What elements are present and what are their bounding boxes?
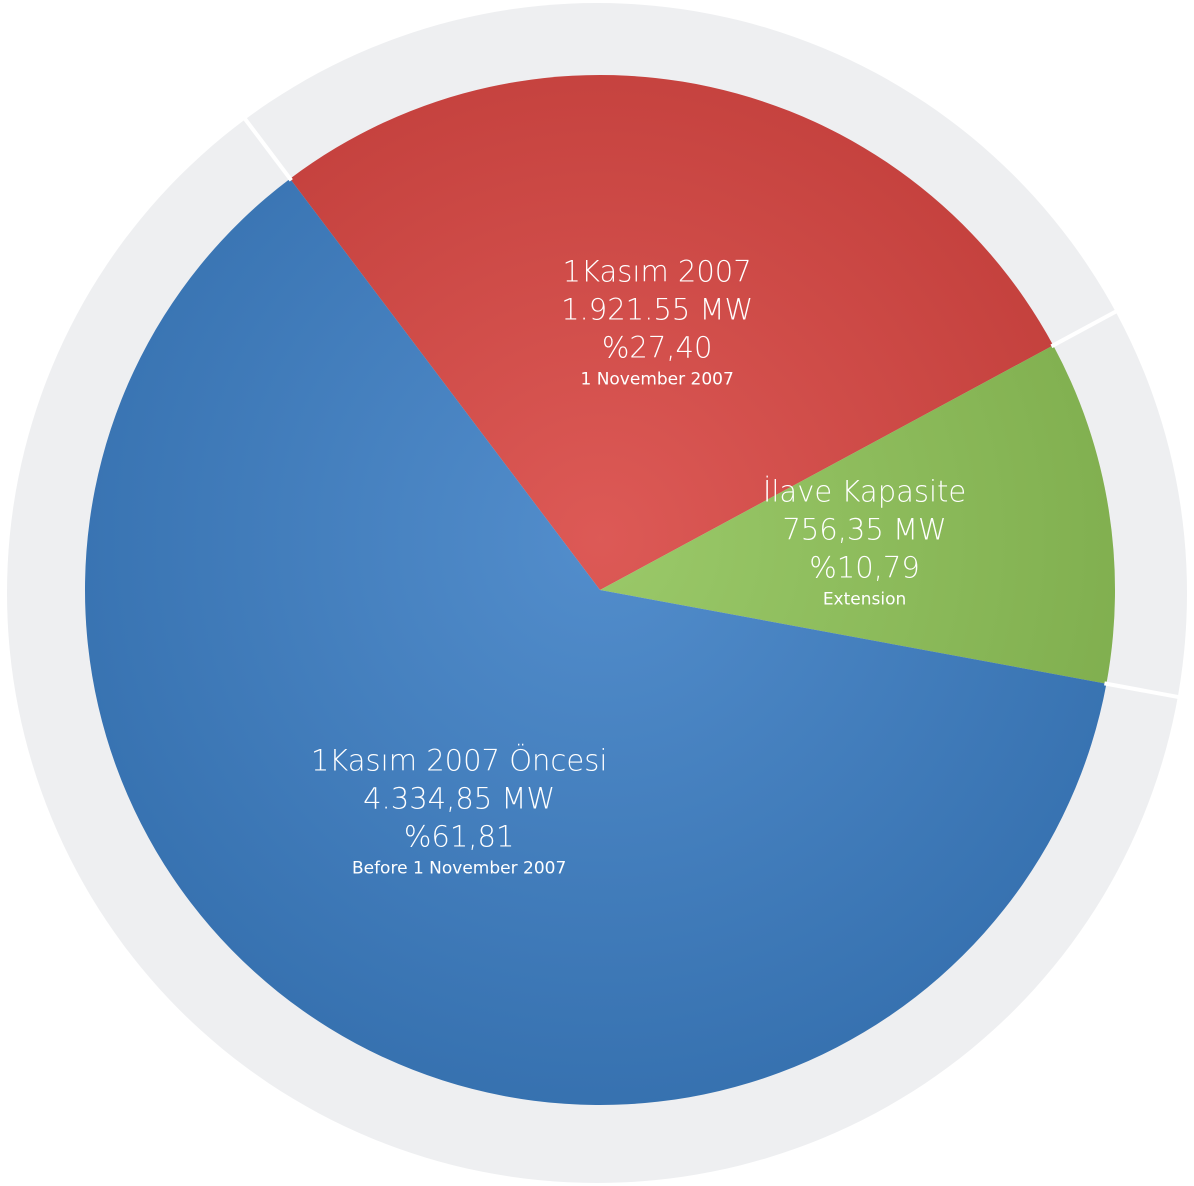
separator [1104, 681, 1187, 701]
value-label: %27,40 [602, 330, 713, 364]
slice-subtitle: 1 November 2007 [580, 369, 733, 389]
slice-subtitle: Before 1 November 2007 [352, 859, 566, 879]
capacity-label: 1.921.55 MW [561, 292, 753, 326]
slice-label: İlave Kapasite [763, 474, 966, 508]
capacity-label: 756,35 MW [782, 512, 946, 546]
value-label: %10,79 [809, 550, 920, 584]
slice-label: 1Kasım 2007 Öncesi [311, 744, 608, 778]
capacity-label: 4.334,85 MW [363, 782, 555, 816]
separator [1050, 305, 1126, 349]
slice-label: 1Kasım 2007 [563, 254, 752, 288]
slice-subtitle: Extension [823, 589, 906, 609]
value-label: %61,81 [404, 820, 515, 854]
separator [239, 112, 293, 182]
